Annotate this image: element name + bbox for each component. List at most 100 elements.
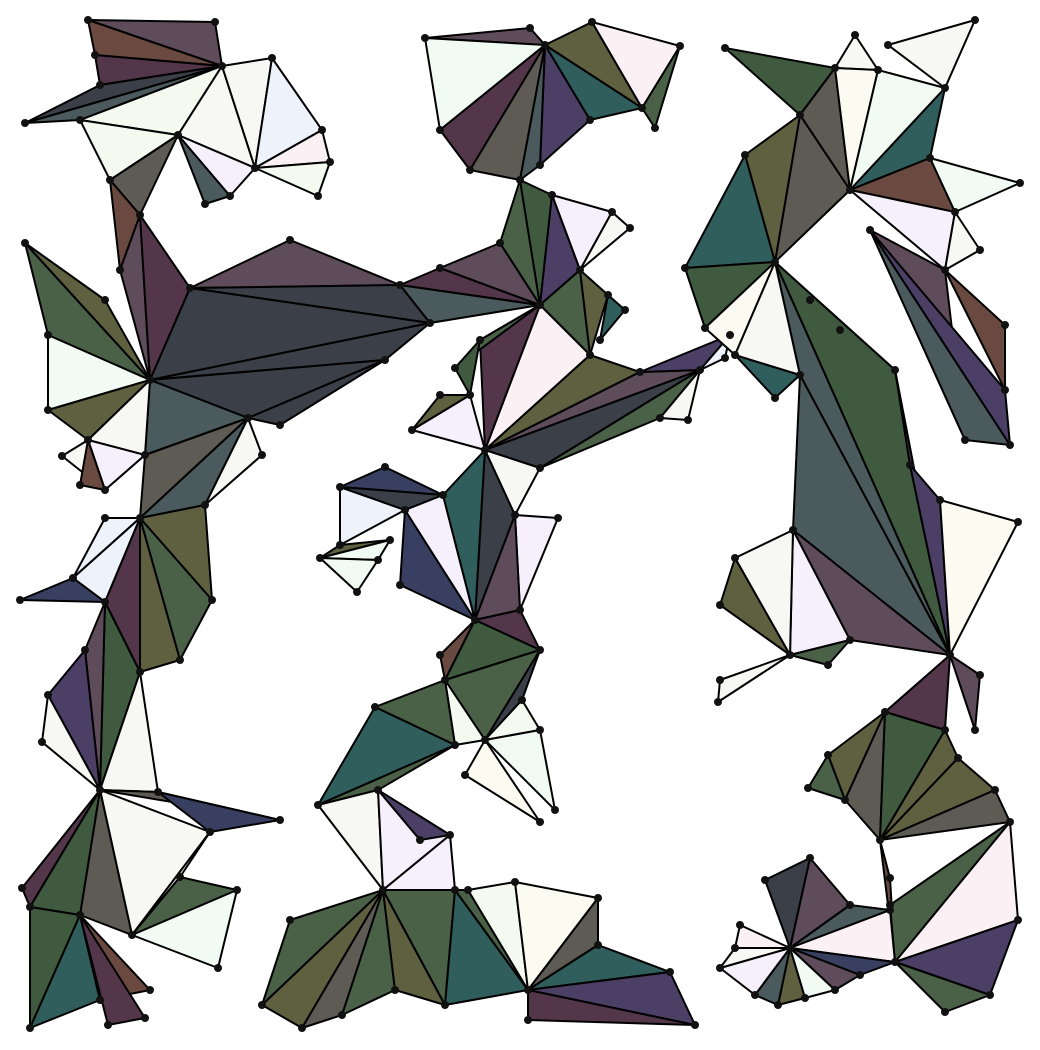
vertex-dot [466,166,474,174]
vertex-dot [186,284,194,292]
vertex-dot [824,661,832,669]
mosaic-triangle [464,739,541,823]
vertex-dot [586,116,594,124]
vertex-dot [971,726,979,734]
vertex-dot [316,554,324,562]
vertex-dot [258,1001,266,1009]
vertex-dot [936,496,944,504]
vertex-dot [841,796,849,804]
vertex-dot [594,894,602,902]
vertex-dot [421,34,429,42]
mosaic-triangle [719,557,791,656]
mosaic-triangle [19,577,106,603]
vertex-dot [436,264,444,272]
vertex-dot [906,461,914,469]
vertex-dot [941,266,949,274]
vertex-dot [441,676,449,684]
vertex-dot [806,296,814,304]
vertex-dot [96,81,104,89]
mosaic-triangle [879,789,1011,841]
vertex-dot [416,836,424,844]
vertex-dot [681,264,689,272]
vertex-dot [891,958,899,966]
vertex-dot [318,126,326,134]
vertex-dot [244,414,252,422]
vertex-dot [116,266,124,274]
vertex-dot [338,1011,346,1019]
vertex-dot [941,726,949,734]
vertex-dot [396,581,404,589]
vertex-dot [761,876,769,884]
vertex-dot [314,192,322,200]
vertex-dot [69,574,77,582]
vertex-dot [1016,179,1024,187]
vertex-dot [101,514,109,522]
mosaic-triangle [24,242,151,381]
vertex-dot [771,258,779,266]
vertex-dot [831,64,839,72]
vertex-dot [214,964,222,972]
vertex-dot [44,691,52,699]
vertex-dot [951,208,959,216]
vertex-dot [511,878,519,886]
vertex-dot [401,506,409,514]
vertex-dot [396,281,404,289]
vertex-dot [716,964,724,972]
vertex-dot [58,452,66,460]
vertex-dot [626,224,634,232]
mosaic-triangle [254,161,331,197]
vertex-dot [954,754,962,762]
vertex-dot [716,601,724,609]
vertex-dot [536,818,544,826]
vertex-dot [408,426,416,434]
vertex-dot [524,986,532,994]
vertex-dot [731,944,739,952]
vertex-dot [541,41,549,49]
vertex-dot [481,736,489,744]
vertex-dot [524,1016,532,1024]
vertex-dot [604,291,612,299]
vertex-dot [831,986,839,994]
vertex-dot [91,51,99,59]
vertex-dot [621,306,629,314]
vertex-dot [731,351,739,359]
vertex-dot [786,944,794,952]
vertex-dot [596,336,604,344]
vertex-dot [298,1024,306,1032]
vertex-dot [96,996,104,1004]
vertex-dot [233,886,241,894]
vertex-dot [608,208,616,216]
vertex-dot [464,886,472,894]
mosaic-triangle [887,19,976,89]
vertex-dot [588,18,596,26]
vertex-dot [796,371,804,379]
vertex-dot [548,191,556,199]
vertex-dot [726,331,734,339]
vertex-dot [336,541,344,549]
mosaic-triangle [319,557,379,593]
vertex-dot [636,368,644,376]
vertex-dot [666,968,674,976]
vertex-dot [881,708,889,716]
vertex-dot [1001,386,1009,394]
vertex-dot [286,916,294,924]
vertex-dot [851,31,859,39]
mosaic-triangle [734,924,791,949]
vertex-dot [576,266,584,274]
vertex-dot [971,16,979,24]
vertex-dot [886,874,894,882]
vertex-dot [38,738,46,746]
vertex-dot [884,41,892,49]
mosaic-triangle [939,499,1019,656]
mosaic-triangle [454,339,481,396]
vertex-dot [471,616,479,624]
vertex-dot [386,536,394,544]
vertex-dot [174,131,182,139]
vertex-dot [371,703,379,711]
vertex-dot [886,906,894,914]
vertex-dot [926,154,934,162]
vertex-dot [804,784,812,792]
mosaic-triangle [834,34,879,71]
vertex-dot [836,326,844,334]
vertex-dot [554,514,562,522]
